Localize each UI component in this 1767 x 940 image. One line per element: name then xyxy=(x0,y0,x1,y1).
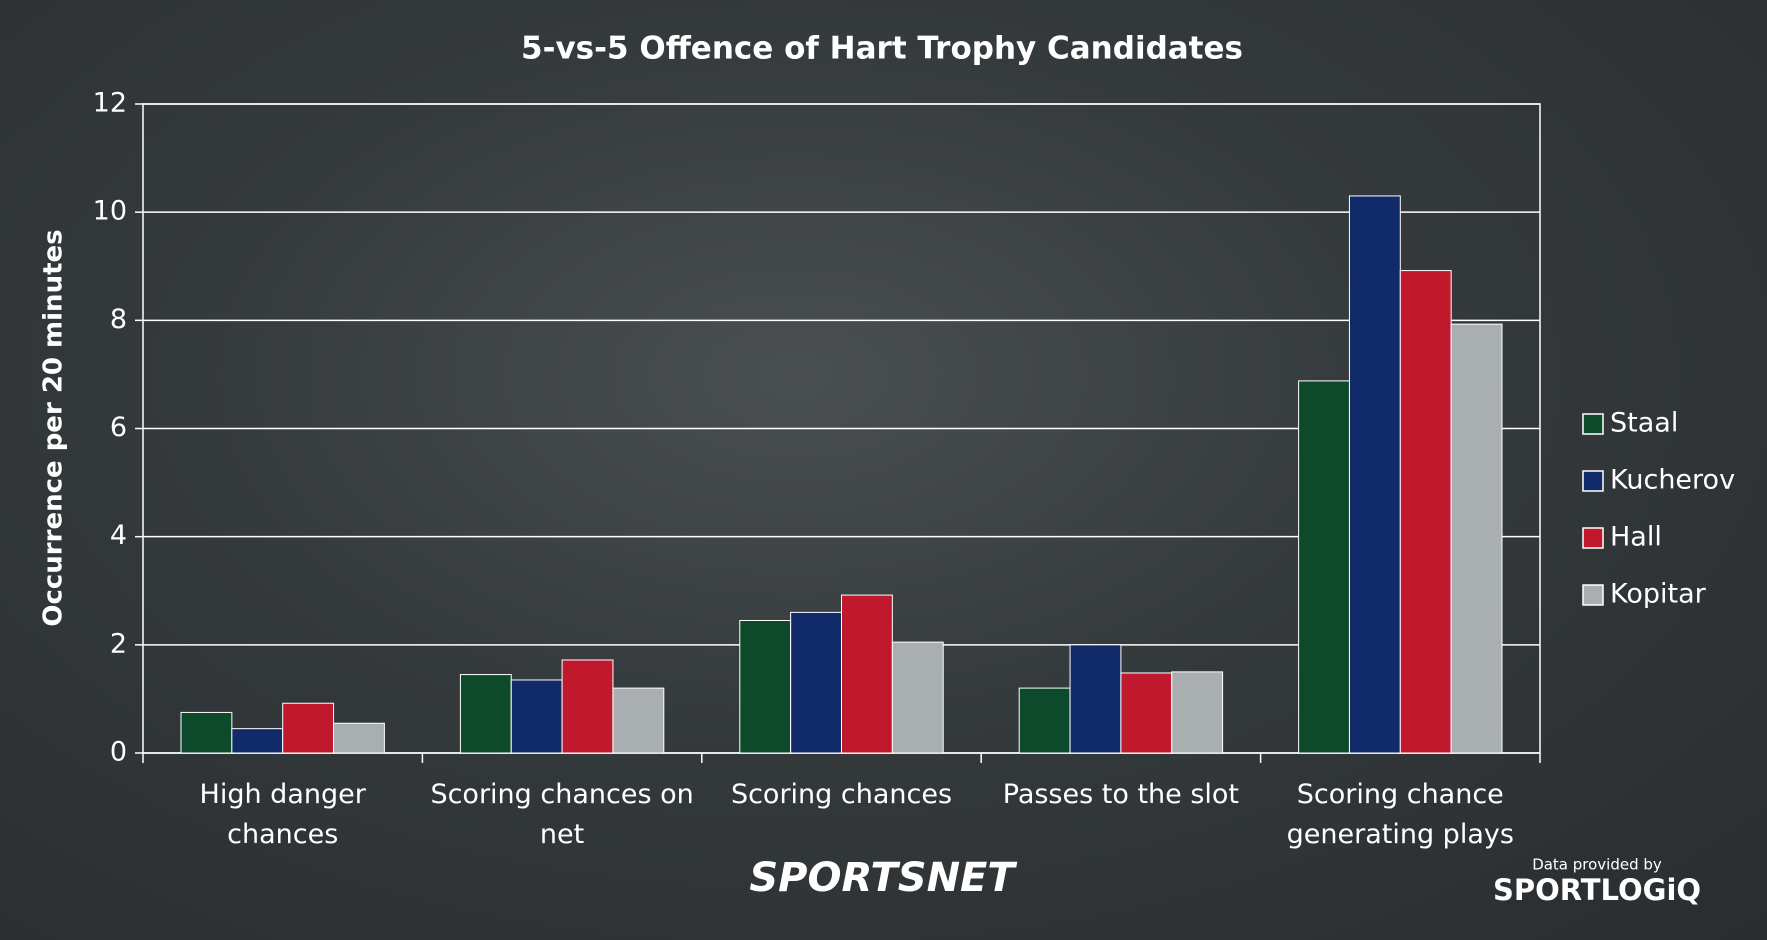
data-credit: Data provided by xyxy=(1532,856,1662,874)
bar xyxy=(459,674,512,754)
legend-label: Hall xyxy=(1610,522,1662,553)
legend-swatch xyxy=(1582,527,1604,549)
legend-label: Kopitar xyxy=(1610,579,1707,610)
bar xyxy=(1120,672,1173,754)
x-tick-label: Scoring chances on net xyxy=(430,779,694,850)
sportsnet-logo: SPORTSNET xyxy=(749,855,1017,901)
bar xyxy=(1399,270,1452,754)
bar xyxy=(1450,323,1503,754)
sportlogiq-logo: SPORTLOGiQ xyxy=(1493,873,1701,907)
y-tick-label: 12 xyxy=(93,88,127,119)
y-tick-label: 8 xyxy=(110,304,127,335)
bar xyxy=(1171,671,1224,754)
bar xyxy=(1298,380,1350,754)
bar xyxy=(739,619,792,754)
bar xyxy=(561,659,614,754)
bar xyxy=(282,702,335,754)
legend-swatch xyxy=(1582,413,1604,435)
bar xyxy=(180,711,233,754)
y-tick-label: 0 xyxy=(110,737,127,768)
legend-swatch xyxy=(1582,584,1604,606)
legend-swatch xyxy=(1582,470,1604,492)
bar xyxy=(1348,195,1401,754)
chart-title: 5-vs-5 Offence of Hart Trophy Candidates xyxy=(521,31,1243,67)
x-tick-label: Scoring chances xyxy=(730,779,953,810)
bar xyxy=(1069,644,1122,754)
bar xyxy=(333,722,385,754)
bar xyxy=(841,594,893,754)
bar xyxy=(510,679,563,754)
x-tick-label: High danger chances xyxy=(199,779,366,850)
y-tick-label: 6 xyxy=(110,412,127,443)
y-tick-label: 4 xyxy=(110,520,127,551)
legend-label: Staal xyxy=(1610,408,1678,439)
bar xyxy=(612,687,665,754)
y-tick-label: 10 xyxy=(93,196,127,227)
x-tick-label: Scoring chance generating plays xyxy=(1286,779,1514,850)
y-tick-label: 2 xyxy=(110,628,127,659)
x-tick-label: Passes to the slot xyxy=(1002,779,1240,810)
bar xyxy=(231,728,284,754)
bar xyxy=(1018,687,1071,754)
bar xyxy=(790,611,842,754)
legend-label: Kucherov xyxy=(1610,465,1735,496)
bar xyxy=(891,641,944,754)
y-axis-label: Occurrence per 20 minutes xyxy=(39,229,69,626)
